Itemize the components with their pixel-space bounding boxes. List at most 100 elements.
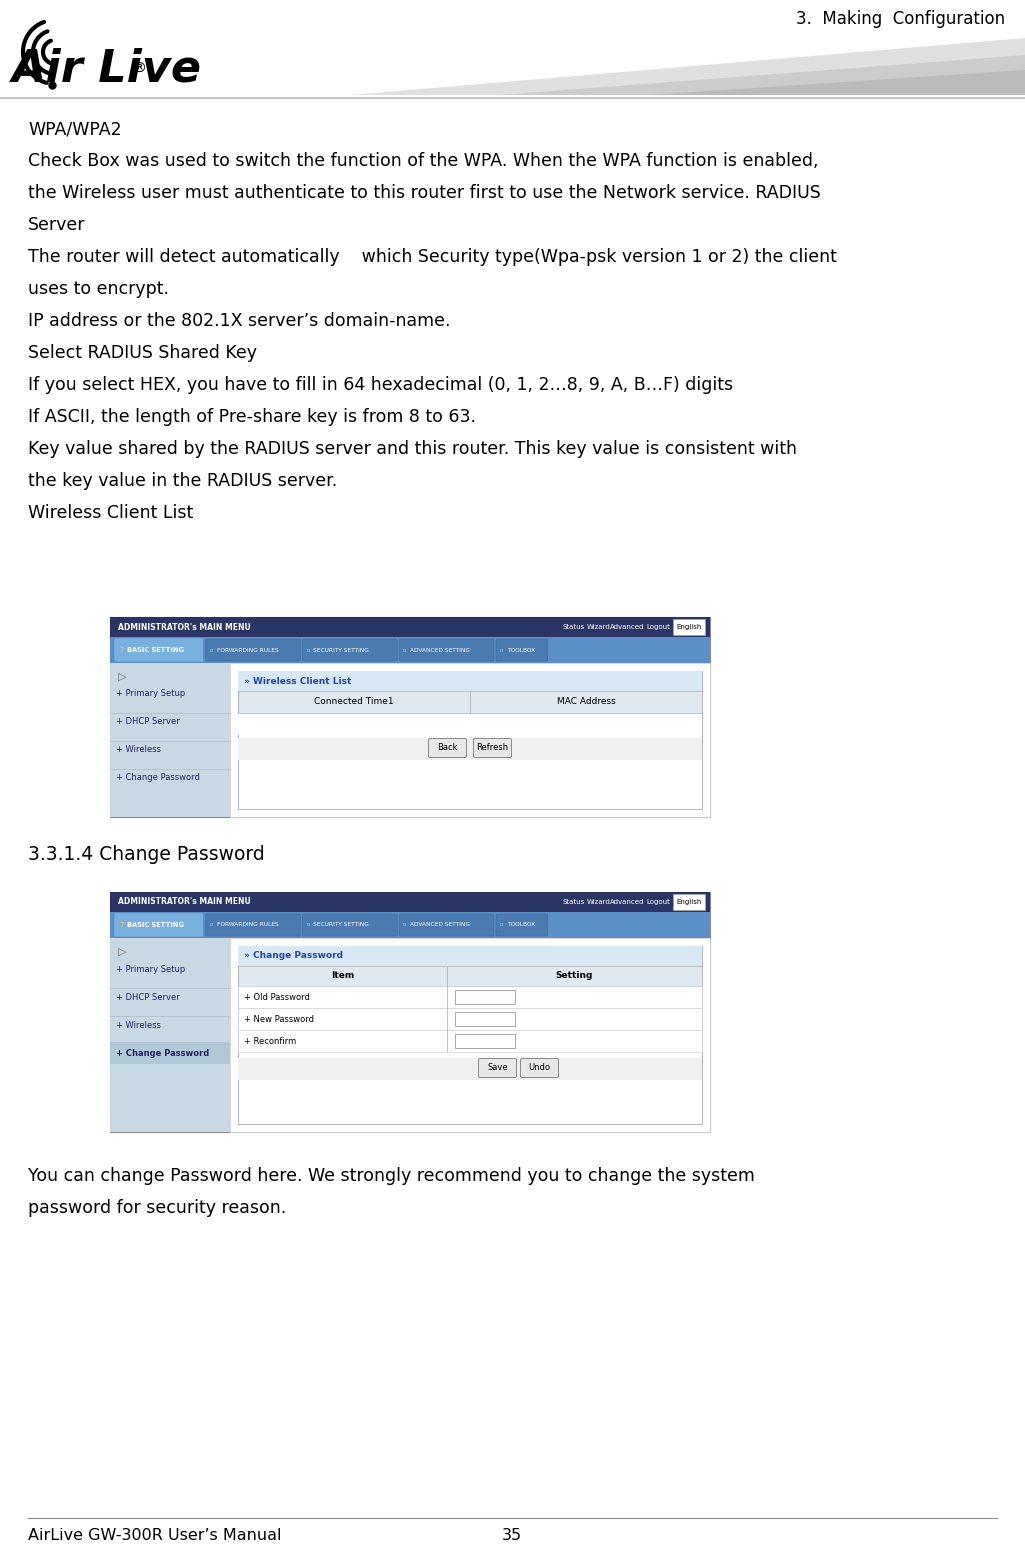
Text: Select RADIUS Shared Key: Select RADIUS Shared Key <box>28 345 257 362</box>
Text: ADVANCED SETTING: ADVANCED SETTING <box>410 647 470 652</box>
Text: o: o <box>306 647 310 652</box>
Text: BASIC SETTING: BASIC SETTING <box>127 647 184 653</box>
Text: Wizard: Wizard <box>587 899 611 905</box>
Text: + Change Password: + Change Password <box>116 773 200 782</box>
Text: Wireless Client List: Wireless Client List <box>28 504 194 521</box>
Text: Connected Time1: Connected Time1 <box>315 697 394 706</box>
Bar <box>110 663 230 816</box>
Bar <box>110 958 230 979</box>
Text: Air Live: Air Live <box>12 47 202 90</box>
Bar <box>110 986 230 1007</box>
Text: Advanced: Advanced <box>610 899 644 905</box>
Bar <box>455 1012 515 1026</box>
Text: Refresh: Refresh <box>477 743 508 753</box>
Text: + Primary Setup: + Primary Setup <box>116 964 186 973</box>
Bar <box>110 937 230 1131</box>
Text: English: English <box>676 624 702 630</box>
Bar <box>238 670 702 691</box>
Text: Save: Save <box>487 1063 507 1072</box>
FancyBboxPatch shape <box>399 639 494 661</box>
Text: the Wireless user must authenticate to this router first to use the Network serv: the Wireless user must authenticate to t… <box>28 185 821 202</box>
Bar <box>238 739 702 760</box>
Text: Item: Item <box>331 972 354 981</box>
Bar <box>673 894 705 909</box>
Text: Server: Server <box>28 216 85 234</box>
Polygon shape <box>350 37 1025 95</box>
Text: + DHCP Server: + DHCP Server <box>116 992 179 1001</box>
FancyBboxPatch shape <box>521 1058 559 1077</box>
Text: FORWARDING RULES: FORWARDING RULES <box>216 922 279 928</box>
Bar <box>238 1007 702 1031</box>
Text: ▷: ▷ <box>118 672 126 681</box>
Text: o: o <box>209 647 213 652</box>
Text: AirLive GW-300R User’s Manual: AirLive GW-300R User’s Manual <box>28 1529 282 1543</box>
Text: ®: ® <box>132 62 146 76</box>
FancyBboxPatch shape <box>206 639 300 661</box>
FancyBboxPatch shape <box>114 913 204 937</box>
Bar <box>455 1034 515 1048</box>
Text: o: o <box>403 647 407 652</box>
Text: + Primary Setup: + Primary Setup <box>116 689 186 698</box>
Bar <box>110 683 230 705</box>
Bar <box>238 670 702 809</box>
FancyBboxPatch shape <box>206 914 300 936</box>
Text: 35: 35 <box>502 1529 522 1543</box>
Bar <box>238 1058 702 1080</box>
Text: » Change Password: » Change Password <box>244 951 343 961</box>
Text: + Reconfirm: + Reconfirm <box>244 1037 296 1046</box>
Text: + Old Password: + Old Password <box>244 992 310 1001</box>
Polygon shape <box>500 54 1025 95</box>
Text: o: o <box>500 647 503 652</box>
FancyBboxPatch shape <box>428 739 466 757</box>
FancyBboxPatch shape <box>399 914 494 936</box>
Text: 3.3.1.4 Change Password: 3.3.1.4 Change Password <box>28 844 264 864</box>
Bar <box>110 636 710 663</box>
Text: MAC Address: MAC Address <box>557 697 615 706</box>
FancyBboxPatch shape <box>302 639 398 661</box>
Text: ▷: ▷ <box>118 947 126 958</box>
Bar <box>238 965 702 986</box>
Text: + Wireless: + Wireless <box>116 745 161 754</box>
FancyBboxPatch shape <box>479 1058 517 1077</box>
Bar <box>110 618 710 816</box>
Text: ADMINISTRATOR's MAIN MENU: ADMINISTRATOR's MAIN MENU <box>118 622 251 632</box>
Text: » Wireless Client List: » Wireless Client List <box>244 677 352 686</box>
Text: ADVANCED SETTING: ADVANCED SETTING <box>410 922 470 928</box>
Bar <box>110 739 230 760</box>
Bar <box>238 712 702 736</box>
Text: The router will detect automatically    which Security type(Wpa-psk version 1 or: The router will detect automatically whi… <box>28 248 836 265</box>
Text: 7: 7 <box>119 922 123 928</box>
Text: TOOLBOX: TOOLBOX <box>507 647 535 652</box>
Text: ADMINISTRATOR's MAIN MENU: ADMINISTRATOR's MAIN MENU <box>118 897 251 906</box>
Bar <box>110 711 230 733</box>
Bar <box>238 691 702 712</box>
Bar <box>230 663 710 816</box>
Bar <box>238 947 702 1124</box>
Text: + Wireless: + Wireless <box>116 1021 161 1029</box>
Text: SECURITY SETTING: SECURITY SETTING <box>314 922 369 928</box>
Text: Check Box was used to switch the function of the WPA. When the WPA function is e: Check Box was used to switch the functio… <box>28 152 819 171</box>
Text: o: o <box>306 922 310 928</box>
Text: TOOLBOX: TOOLBOX <box>507 922 535 928</box>
Text: IP address or the 802.1X server’s domain-name.: IP address or the 802.1X server’s domain… <box>28 312 451 331</box>
Bar <box>455 990 515 1004</box>
Text: password for security reason.: password for security reason. <box>28 1200 286 1217</box>
Text: Status: Status <box>563 899 585 905</box>
Text: Undo: Undo <box>529 1063 550 1072</box>
Polygon shape <box>650 70 1025 95</box>
Bar <box>110 892 710 913</box>
Bar <box>238 947 702 965</box>
Text: + New Password: + New Password <box>244 1015 314 1023</box>
Text: Advanced: Advanced <box>610 624 644 630</box>
FancyBboxPatch shape <box>496 914 547 936</box>
FancyBboxPatch shape <box>302 914 398 936</box>
Text: If you select HEX, you have to fill in 64 hexadecimal (0, 1, 2…8, 9, A, B…F) dig: If you select HEX, you have to fill in 6… <box>28 376 733 394</box>
Text: Key value shared by the RADIUS server and this router. This key value is consist: Key value shared by the RADIUS server an… <box>28 441 797 458</box>
Text: FORWARDING RULES: FORWARDING RULES <box>216 647 279 652</box>
Text: English: English <box>676 899 702 905</box>
FancyBboxPatch shape <box>496 639 547 661</box>
Bar <box>238 986 702 1007</box>
FancyBboxPatch shape <box>114 638 204 663</box>
Bar <box>110 1013 230 1037</box>
Text: o: o <box>403 922 407 928</box>
